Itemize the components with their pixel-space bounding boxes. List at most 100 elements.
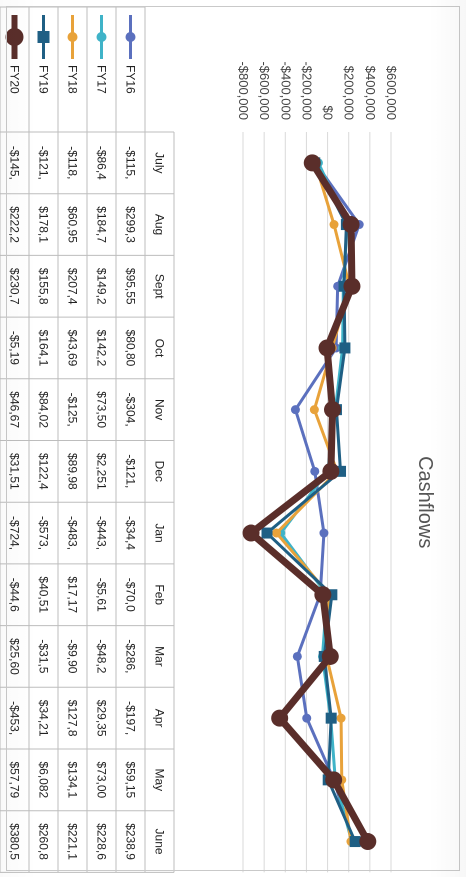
data-table-cell: -$443,	[95, 516, 109, 550]
data-point	[359, 833, 377, 851]
data-point	[302, 713, 312, 723]
data-point	[343, 277, 361, 295]
data-point	[319, 528, 329, 538]
y-tick-label: -$400,000	[278, 61, 293, 120]
data-table-cell: $178,1	[37, 206, 51, 243]
category-label: Mar	[153, 646, 167, 667]
data-table-cell: -$125,	[66, 393, 80, 427]
chart-text: Cashflows $600,000 $400,000 $200,000 $0 -$20…	[236, 61, 436, 548]
legend-key-marker	[5, 28, 24, 46]
data-table-cell: $60,95	[66, 206, 80, 243]
data-point	[325, 712, 337, 724]
legend-key-marker	[37, 31, 50, 43]
data-table-cell: -$34,4	[124, 516, 138, 550]
data-table-cell: -$70,0	[124, 578, 138, 612]
data-point	[325, 771, 343, 789]
y-tick-label: $400,000	[363, 66, 378, 120]
data-table-cell: $34,21	[37, 700, 51, 737]
data-point	[349, 836, 361, 848]
data-table-cell: $80,80	[124, 330, 138, 367]
y-tick-label: -$200,000	[299, 61, 314, 120]
data-table-cell: -$31,5	[37, 639, 51, 673]
data-table-cell: $29,35	[95, 700, 109, 737]
data-point	[310, 466, 320, 476]
category-label: May	[153, 769, 167, 792]
data-point	[342, 216, 360, 234]
legend-series-name: FY16	[124, 65, 138, 94]
data-table-cell: $46,67	[8, 391, 22, 428]
data-table-cell: -$483,	[66, 516, 80, 550]
data-table-cell: $184,7	[95, 206, 109, 243]
data-table-cell: -$48,2	[95, 639, 109, 673]
category-label: July	[153, 152, 167, 173]
data-table-cell: $260,8	[37, 823, 51, 860]
data-table-cell: -$304,	[124, 393, 138, 427]
data-point	[336, 713, 346, 723]
data-table-cell: -$573,	[37, 516, 51, 550]
data-table-cell: $207,4	[66, 268, 80, 305]
category-label: Feb	[153, 584, 167, 605]
series-line-fy20	[247, 159, 372, 846]
data-point	[322, 462, 340, 480]
data-point	[329, 220, 339, 230]
data-table-cell: -$86,4	[95, 146, 109, 180]
data-table-cell: $142,2	[95, 330, 109, 367]
data-point	[339, 342, 351, 354]
y-tick-label: -$600,000	[257, 61, 272, 120]
data-table-cell: $84,02	[37, 391, 51, 428]
y-tick-label: $600,000	[384, 66, 399, 120]
data-point	[292, 651, 302, 661]
data-point	[309, 405, 319, 415]
data-table-cell: $155,8	[37, 268, 51, 305]
data-table-cell: -$121,	[124, 454, 138, 488]
data-point	[318, 339, 336, 357]
y-tick-label: -$800,000	[236, 61, 251, 120]
data-table-cell: -$5,19	[8, 331, 22, 365]
legend-series-name: FY17	[95, 65, 109, 94]
data-table-cell: $2,251	[95, 453, 109, 490]
data-table-cell: $25,60	[8, 638, 22, 675]
data-table-cell: $228,6	[95, 823, 109, 860]
data-table-cell: $43,69	[66, 330, 80, 367]
data-point	[242, 524, 260, 542]
data-table-cell: $122,4	[37, 453, 51, 490]
data-table-cell: $17,17	[66, 576, 80, 613]
data-table-cell: $222,2	[8, 206, 22, 243]
category-label: Nov	[153, 399, 167, 420]
y-tick-label: $200,000	[342, 66, 357, 120]
series-line-fy16	[293, 161, 361, 844]
category-label: Oct	[153, 339, 167, 358]
series-line-fy18	[275, 161, 353, 844]
category-label: June	[153, 829, 167, 855]
legend-series-name: FY19	[37, 65, 51, 94]
data-table-cell: $40,51	[37, 576, 51, 613]
data-table-cell: -$121,	[37, 146, 51, 180]
data-table-cell: $73,50	[95, 391, 109, 428]
series-line-fy19	[265, 161, 357, 844]
category-label: Aug	[153, 214, 167, 235]
data-table-cell: $164,1	[37, 330, 51, 367]
data-table-cell: $57,79	[8, 761, 22, 798]
data-table-cell: $127,8	[66, 700, 80, 737]
data-table-cell: -$453,	[8, 701, 22, 735]
data-table-cell: $230,7	[8, 268, 22, 305]
data-table-cell: $380,5	[8, 823, 22, 860]
data-table-cell: $59,15	[124, 761, 138, 798]
chart-title: Cashflows	[414, 456, 436, 548]
data-point	[324, 401, 342, 419]
data-point	[303, 154, 321, 172]
data-table-cell: $299,3	[124, 206, 138, 243]
category-label: Apr	[153, 709, 167, 728]
data-table-cell: -$724,	[8, 516, 22, 550]
category-label: Jan	[153, 523, 167, 542]
legend-series-name: FY20	[8, 65, 22, 94]
category-label: Sept	[153, 274, 167, 299]
data-table-cell: $238,9	[124, 823, 138, 860]
data-table-cell: -$145,	[8, 146, 22, 180]
legend-key-marker	[125, 32, 136, 42]
data-table-cell: $149,2	[95, 268, 109, 305]
data-table-cell: $134,1	[66, 761, 80, 798]
data-table-cell: -$118,	[66, 146, 80, 179]
